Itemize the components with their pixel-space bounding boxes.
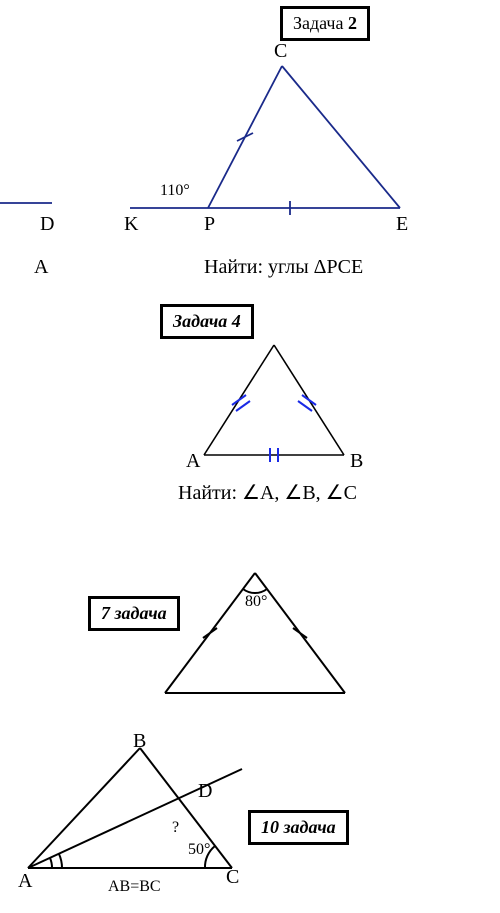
task4-caption: Найти: ∠A, ∠B, ∠C (178, 480, 357, 505)
task4-label-B: B (350, 450, 363, 473)
task4-box-text: Задача 4 (173, 311, 241, 331)
task10-label-A: A (18, 870, 32, 893)
task2-angle-110: 110° (160, 182, 190, 200)
stage: D A Задача 2 110° C K P E Найти: углы ΔP… (0, 0, 500, 913)
task2-label-K: K (124, 213, 138, 236)
task2-label-C: C (274, 40, 287, 63)
task10-question: ? (172, 819, 179, 837)
task10-label-B: B (133, 730, 146, 753)
task2-label-A-outer: A (34, 256, 48, 279)
task10-figure (10, 730, 290, 890)
task2-caption: Найти: углы ΔPCE (204, 256, 363, 279)
task2-figure (0, 0, 400, 230)
task10-label-D: D (198, 780, 212, 803)
task10-condition: AB=BC (108, 878, 161, 896)
task7-angle-80: 80° (245, 593, 267, 611)
task4-label-A: A (186, 450, 200, 473)
task10-angle-50: 50° (188, 841, 210, 859)
task2-label-E: E (396, 213, 408, 236)
task10-label-C: C (226, 866, 239, 889)
task2-label-P: P (204, 213, 215, 236)
task7-figure (150, 560, 370, 710)
task4-figure (180, 330, 380, 470)
